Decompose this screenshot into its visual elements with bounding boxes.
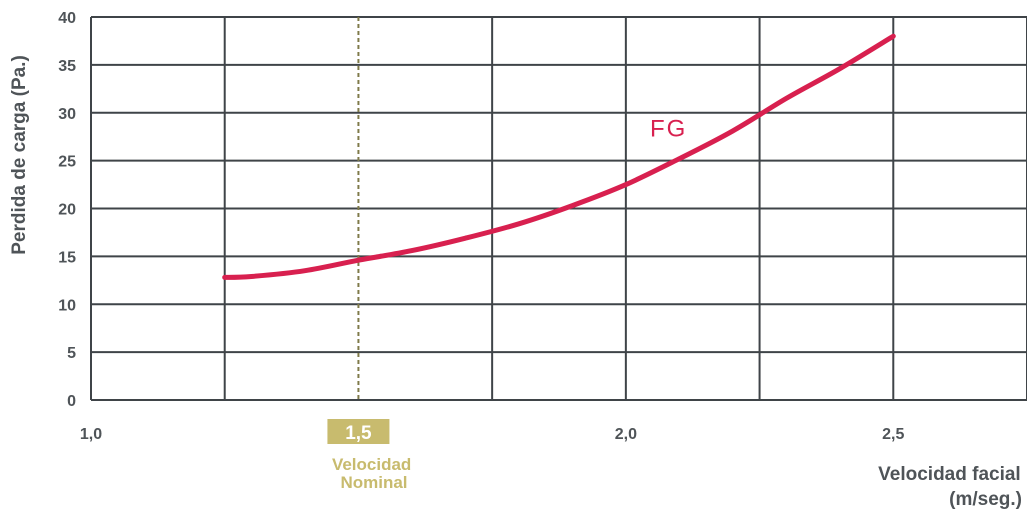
velocidad-nominal-caption: Velocidad Nominal bbox=[332, 455, 416, 492]
y-tick-label: 25 bbox=[58, 154, 76, 171]
x-tick-label: 2,0 bbox=[615, 426, 637, 443]
x-tick-label: 1,0 bbox=[80, 426, 102, 443]
x-tick-label: 2,5 bbox=[882, 426, 904, 443]
y-tick-labels: 0 5 10 15 20 25 30 35 40 bbox=[58, 10, 76, 410]
y-axis-title: Perdida de carga (Pa.) bbox=[9, 55, 30, 255]
y-tick-label: 0 bbox=[67, 393, 76, 410]
velocidad-nominal-caption-line-1: Velocidad bbox=[332, 455, 411, 474]
y-tick-label: 15 bbox=[58, 249, 76, 266]
velocidad-nominal-caption-line-2: Nominal bbox=[340, 473, 407, 492]
nominal-tick-badge bbox=[327, 419, 390, 444]
x-tick-labels: 1,0 1,5 2,0 2,5 bbox=[80, 419, 905, 444]
series-line-fg bbox=[222, 33, 896, 280]
x-axis-title-line-1: Velocidad facial bbox=[878, 464, 1021, 485]
x-axis-title: Velocidad facial (m/seg.) bbox=[878, 464, 1026, 510]
y-tick-label: 30 bbox=[58, 106, 76, 123]
x-tick-label: 1,5 bbox=[345, 423, 372, 444]
x-axis-title-line-2: (m/seg.) bbox=[949, 489, 1022, 510]
y-tick-label: 10 bbox=[58, 297, 76, 314]
y-tick-label: 20 bbox=[58, 202, 76, 219]
y-tick-label: 5 bbox=[67, 345, 76, 362]
y-tick-label: 40 bbox=[58, 10, 76, 27]
y-tick-label: 35 bbox=[58, 58, 76, 75]
series-group: FG bbox=[222, 33, 896, 280]
series-label-fg: FG bbox=[650, 116, 687, 143]
